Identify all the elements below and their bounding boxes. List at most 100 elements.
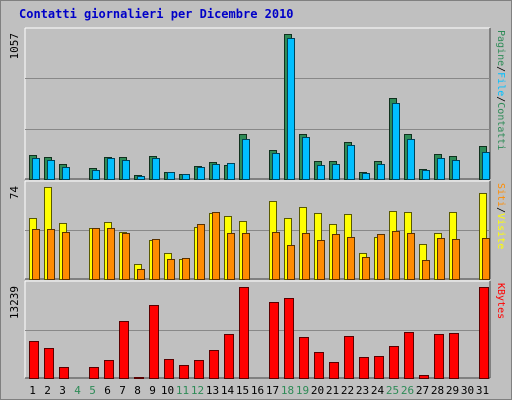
y-axis-max-label: 13239 (8, 286, 21, 319)
bar-visits-siti-day-22 (347, 237, 355, 280)
x-tick-label-day-7: 7 (119, 384, 126, 397)
bar-kbytes-kbytes-day-23 (359, 357, 369, 379)
bar-kbytes-kbytes-day-19 (299, 337, 309, 379)
bar-hits-file-day-26 (407, 139, 415, 180)
legend-visits: Siti/Visite (495, 183, 506, 249)
bar-kbytes-kbytes-day-18 (284, 298, 294, 379)
legend-separator: / (495, 96, 506, 102)
bar-kbytes-kbytes-day-28 (434, 334, 444, 379)
bar-visits-siti-day-14 (227, 233, 235, 280)
x-tick-label-day-12: 12 (191, 384, 204, 397)
bar-kbytes-kbytes-day-2 (44, 348, 54, 379)
x-tick-label-day-1: 1 (29, 384, 36, 397)
legend-hits: Pagine/File/Contatti (495, 30, 506, 150)
bar-hits-file-day-31 (482, 152, 490, 180)
x-tick-label-day-4: 4 (74, 384, 81, 397)
legend-entry-kbytes: KBytes (495, 283, 506, 319)
y-axis-max-label: 1057 (8, 33, 21, 60)
bar-hits-file-day-12 (197, 167, 205, 180)
x-tick-label-day-9: 9 (149, 384, 156, 397)
x-tick-label-day-21: 21 (326, 384, 339, 397)
x-tick-label-day-20: 20 (311, 384, 324, 397)
x-tick-label-day-29: 29 (446, 384, 459, 397)
bar-kbytes-kbytes-day-8 (134, 377, 144, 379)
bar-kbytes-kbytes-day-25 (389, 346, 399, 379)
bar-hits-file-day-5 (92, 170, 100, 180)
legend-entry-file: File (495, 72, 506, 96)
bar-visits-siti-day-31 (482, 238, 490, 280)
x-tick-label-day-15: 15 (236, 384, 249, 397)
x-tick-label-day-11: 11 (176, 384, 189, 397)
y-axis-max-label: 74 (8, 186, 21, 200)
bar-visits-siti-day-7 (122, 233, 130, 280)
bar-hits-file-day-24 (377, 164, 385, 180)
bar-visits-siti-day-2 (47, 229, 55, 280)
bar-visits-siti-day-29 (452, 239, 460, 280)
bar-hits-file-day-21 (332, 164, 340, 180)
x-tick-label-day-17: 17 (266, 384, 279, 397)
bar-visits-siti-day-11 (182, 258, 190, 280)
x-tick-label-day-2: 2 (44, 384, 51, 397)
bar-visits-siti-day-25 (392, 231, 400, 280)
bar-kbytes-kbytes-day-15 (239, 287, 249, 379)
legend-entry-visite: Visite (495, 213, 506, 249)
bar-hits-file-day-22 (347, 145, 355, 180)
x-tick-label-day-19: 19 (296, 384, 309, 397)
bar-hits-file-day-15 (242, 139, 250, 180)
x-tick-label-day-16: 16 (251, 384, 264, 397)
bar-visits-siti-day-6 (107, 228, 115, 280)
legend-separator: / (495, 207, 506, 213)
bar-kbytes-kbytes-day-9 (149, 305, 159, 379)
bar-hits-file-day-18 (287, 38, 295, 180)
bar-visits-siti-day-12 (197, 224, 205, 280)
bar-kbytes-kbytes-day-14 (224, 334, 234, 379)
bar-visits-siti-day-10 (167, 259, 175, 280)
x-tick-label-day-3: 3 (59, 384, 66, 397)
bar-kbytes-kbytes-day-12 (194, 360, 204, 379)
bar-hits-file-day-9 (152, 158, 160, 180)
bar-kbytes-kbytes-day-10 (164, 359, 174, 379)
x-tick-label-day-22: 22 (341, 384, 354, 397)
bar-hits-file-day-3 (62, 167, 70, 180)
bar-visits-siti-day-18 (287, 245, 295, 280)
bar-hits-file-day-6 (107, 158, 115, 180)
bar-kbytes-kbytes-day-17 (269, 302, 279, 379)
bar-hits-file-day-20 (317, 165, 325, 180)
bar-visits-siti-day-24 (377, 234, 385, 280)
bar-kbytes-kbytes-day-31 (479, 287, 489, 379)
x-tick-label-day-25: 25 (386, 384, 399, 397)
bar-hits-file-day-2 (47, 160, 55, 180)
bar-visits-siti-day-9 (152, 239, 160, 280)
bar-visits-siti-day-27 (422, 260, 430, 280)
x-tick-label-day-5: 5 (89, 384, 96, 397)
bar-hits-file-day-13 (212, 164, 220, 180)
bar-hits-file-day-25 (392, 103, 400, 180)
bar-hits-file-day-28 (437, 158, 445, 180)
bar-kbytes-kbytes-day-5 (89, 367, 99, 379)
bar-visits-siti-day-8 (137, 269, 145, 280)
bar-visits-siti-day-21 (332, 234, 340, 280)
bar-hits-file-day-17 (272, 153, 280, 180)
bar-kbytes-kbytes-day-27 (419, 375, 429, 379)
bar-hits-file-day-19 (302, 137, 310, 180)
bar-visits-siti-day-26 (407, 233, 415, 280)
legend-separator: / (495, 66, 506, 72)
bar-visits-siti-day-23 (362, 257, 370, 280)
bar-kbytes-kbytes-day-26 (404, 332, 414, 379)
bar-visits-siti-day-17 (272, 232, 280, 280)
bar-kbytes-kbytes-day-1 (29, 341, 39, 379)
bar-visits-siti-day-3 (62, 232, 70, 280)
bar-visits-siti-day-20 (317, 240, 325, 280)
x-tick-label-day-6: 6 (104, 384, 111, 397)
x-tick-label-day-23: 23 (356, 384, 369, 397)
bar-hits-file-day-10 (167, 172, 175, 180)
chart-title: Contatti giornalieri per Dicembre 2010 (19, 7, 294, 21)
bar-kbytes-kbytes-day-7 (119, 321, 129, 379)
x-tick-label-day-10: 10 (161, 384, 174, 397)
bar-kbytes-kbytes-day-21 (329, 362, 339, 379)
bar-visits-siti-day-1 (32, 229, 40, 280)
bar-kbytes-kbytes-day-13 (209, 350, 219, 379)
bar-hits-file-day-27 (422, 170, 430, 180)
